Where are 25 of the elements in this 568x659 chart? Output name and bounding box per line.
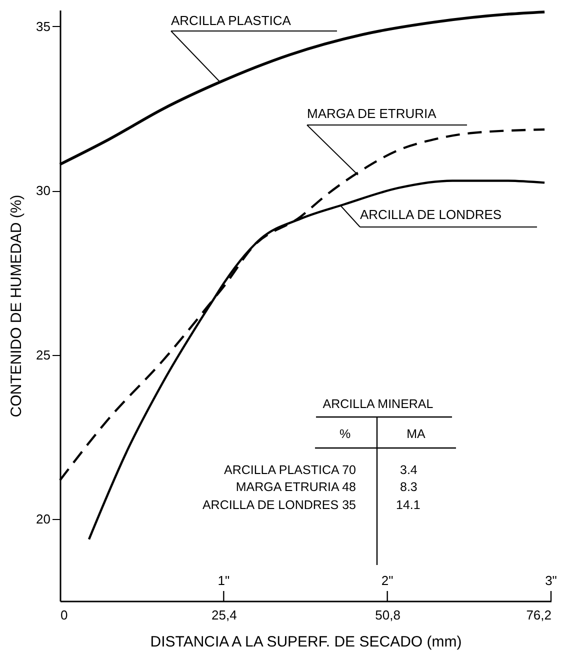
series-label: ARCILLA PLASTICA [171, 13, 292, 28]
x-axis-title: DISTANCIA A LA SUPERF. DE SECADO (mm) [150, 634, 462, 650]
y-tick-label: 20 [36, 511, 50, 526]
annotation: 8.3 [400, 480, 418, 494]
y-tick-label: 25 [36, 347, 50, 362]
x-tick-label: 25,4 [212, 608, 237, 622]
x2-tick-label: 3" [545, 573, 558, 588]
annotation: MARGA ETRURIA 48 [236, 480, 356, 494]
annotation: ARCILLA PLASTICA 70 [224, 463, 356, 477]
annotation: % [339, 427, 351, 441]
series-label: MARGA DE ETRURIA [307, 106, 437, 121]
x-tick-label: 50,8 [375, 608, 400, 622]
x-tick-label: 0 [60, 608, 68, 622]
annotation: ARCILLA DE LONDRES 35 [202, 498, 356, 512]
annotation: ARCILLA MINERAL [322, 397, 434, 411]
x2-tick-label: 2" [381, 573, 394, 588]
y-axis-title: CONTENIDO DE HUMEDAD (%) [8, 194, 26, 418]
y-tick-label: 30 [36, 183, 50, 198]
x-tick-label: 76,2 [526, 608, 552, 622]
x2-tick-label: 1" [218, 573, 230, 588]
annotation: MA [406, 427, 426, 441]
annotation: 3.4 [400, 463, 418, 477]
legend-label: ARCILLA DE LONDRES [360, 207, 502, 222]
y-tick-label: 35 [36, 18, 50, 34]
annotation: 14.1 [396, 498, 420, 512]
